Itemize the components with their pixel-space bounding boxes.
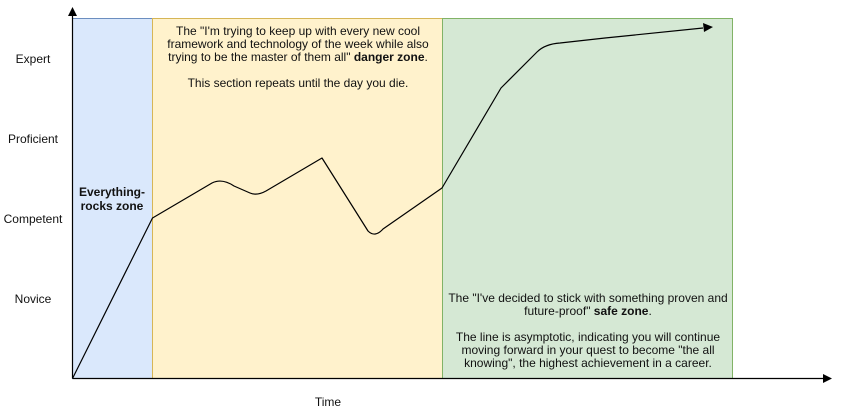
y-level-competent: Competent	[3, 212, 63, 226]
career-progress-line	[71, 27, 704, 379]
x-axis-label: Time	[314, 395, 342, 409]
safe-zone-note: The "I've decided to stick with somethin…	[444, 292, 732, 370]
everything-rocks-zone-label: Everything-rocks zone	[78, 185, 145, 213]
safe-zone-emphasis: safe zone	[593, 304, 649, 318]
danger-zone-note: The "I'm trying to keep up with every ne…	[160, 25, 436, 90]
danger-zone-repeat-note: This section repeats until the day you d…	[187, 76, 409, 90]
safe-zone-description: The "I've decided to stick with somethin…	[448, 291, 728, 318]
danger-zone-emphasis: danger zone	[353, 50, 425, 64]
everything-rocks-zone	[72, 18, 153, 379]
safe-zone-asymptote-note: The line is asymptotic, indicating you w…	[455, 330, 721, 370]
progress-line-arrow-icon	[703, 23, 713, 32]
y-axis-arrow-icon	[68, 7, 77, 16]
y-level-expert: Expert	[15, 52, 51, 66]
danger-zone-description: The "I'm trying to keep up with every ne…	[167, 24, 429, 64]
danger-zone	[152, 18, 443, 379]
y-level-novice: Novice	[14, 292, 52, 306]
x-axis-arrow-icon	[823, 374, 832, 383]
safe-zone	[442, 18, 733, 379]
y-level-proficient: Proficient	[7, 132, 59, 146]
